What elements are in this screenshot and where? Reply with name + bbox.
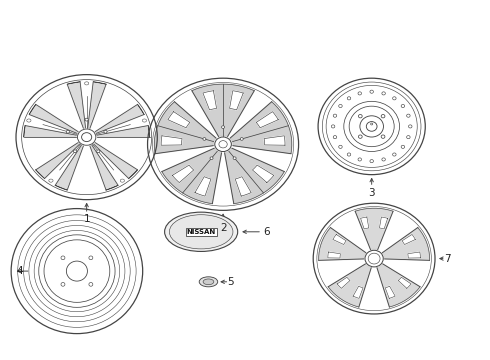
Ellipse shape <box>85 118 88 121</box>
Text: 6: 6 <box>264 227 270 237</box>
Ellipse shape <box>339 145 342 148</box>
Polygon shape <box>161 136 182 145</box>
Text: 5: 5 <box>227 277 234 287</box>
Ellipse shape <box>358 158 362 161</box>
Ellipse shape <box>89 283 93 286</box>
Ellipse shape <box>89 256 93 260</box>
Polygon shape <box>95 104 144 133</box>
Ellipse shape <box>358 135 362 138</box>
Polygon shape <box>172 165 194 183</box>
Text: 4: 4 <box>17 266 23 276</box>
Ellipse shape <box>61 256 65 260</box>
Ellipse shape <box>347 97 351 100</box>
Polygon shape <box>192 84 254 136</box>
Ellipse shape <box>203 138 206 140</box>
Ellipse shape <box>333 136 337 139</box>
Ellipse shape <box>74 150 76 153</box>
Polygon shape <box>377 264 420 307</box>
Polygon shape <box>97 126 149 137</box>
Ellipse shape <box>370 159 373 163</box>
Polygon shape <box>230 102 292 154</box>
Ellipse shape <box>407 136 410 139</box>
Polygon shape <box>36 143 79 179</box>
Ellipse shape <box>210 157 213 159</box>
Polygon shape <box>256 112 278 128</box>
Polygon shape <box>328 252 341 258</box>
Polygon shape <box>402 234 416 244</box>
Ellipse shape <box>104 130 107 133</box>
Text: 7: 7 <box>444 253 450 264</box>
Polygon shape <box>94 143 138 179</box>
Polygon shape <box>398 277 411 288</box>
Ellipse shape <box>370 123 373 125</box>
Ellipse shape <box>392 97 396 100</box>
Polygon shape <box>88 82 106 128</box>
Text: 1: 1 <box>83 214 90 224</box>
Polygon shape <box>230 91 243 110</box>
Text: 2: 2 <box>220 223 226 233</box>
Ellipse shape <box>331 125 335 128</box>
Ellipse shape <box>66 130 70 133</box>
Ellipse shape <box>409 125 412 128</box>
Ellipse shape <box>381 114 385 118</box>
Polygon shape <box>90 145 118 190</box>
Polygon shape <box>67 82 86 128</box>
Polygon shape <box>168 112 190 128</box>
Ellipse shape <box>358 114 362 118</box>
Polygon shape <box>385 286 395 298</box>
Polygon shape <box>408 252 420 258</box>
Ellipse shape <box>165 212 238 251</box>
Ellipse shape <box>170 215 233 249</box>
Ellipse shape <box>221 126 224 129</box>
Ellipse shape <box>203 279 214 285</box>
Polygon shape <box>195 177 211 196</box>
Polygon shape <box>235 177 251 196</box>
Polygon shape <box>29 104 78 133</box>
Ellipse shape <box>382 92 385 95</box>
Polygon shape <box>379 217 388 229</box>
Text: 3: 3 <box>368 188 375 198</box>
Polygon shape <box>361 217 369 229</box>
Ellipse shape <box>407 114 410 117</box>
Ellipse shape <box>401 104 405 108</box>
Ellipse shape <box>382 158 385 161</box>
Polygon shape <box>318 228 366 260</box>
Polygon shape <box>162 148 221 204</box>
Ellipse shape <box>61 283 65 286</box>
Text: NISSAN: NISSAN <box>187 229 216 235</box>
Polygon shape <box>333 234 346 244</box>
Ellipse shape <box>381 135 385 138</box>
Polygon shape <box>203 91 217 110</box>
Ellipse shape <box>392 153 396 156</box>
Polygon shape <box>353 286 363 298</box>
Ellipse shape <box>240 138 243 140</box>
Ellipse shape <box>401 145 405 148</box>
Polygon shape <box>382 228 430 260</box>
Polygon shape <box>55 145 83 190</box>
Ellipse shape <box>358 92 362 95</box>
Polygon shape <box>24 126 76 137</box>
Polygon shape <box>154 102 216 154</box>
Ellipse shape <box>97 150 100 153</box>
Ellipse shape <box>370 90 373 93</box>
Polygon shape <box>264 136 285 145</box>
Polygon shape <box>355 208 393 249</box>
Ellipse shape <box>233 157 236 159</box>
Polygon shape <box>337 277 350 288</box>
Polygon shape <box>252 165 274 183</box>
Polygon shape <box>224 148 284 204</box>
Polygon shape <box>328 264 371 307</box>
Ellipse shape <box>199 277 218 287</box>
Ellipse shape <box>339 104 342 108</box>
Ellipse shape <box>347 153 351 156</box>
Ellipse shape <box>333 114 337 117</box>
